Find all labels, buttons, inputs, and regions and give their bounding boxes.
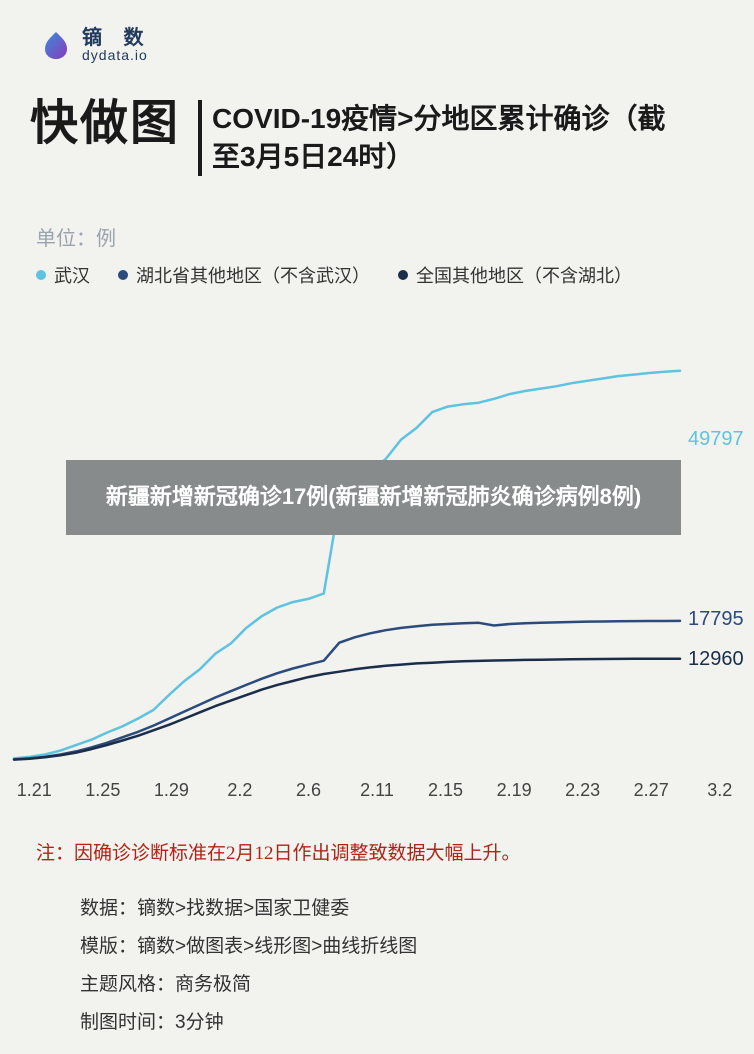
- title-block: 快做图 COVID-19疫情>分地区累计确诊（截至3月5日24时）: [30, 100, 692, 176]
- series-end-value: 12960: [688, 648, 744, 671]
- chart-svg: [0, 310, 754, 780]
- unit-value: 例: [96, 228, 116, 250]
- series-line: [14, 621, 680, 760]
- footnote: 注：因确诊诊断标准在2月12日作出调整致数据大幅上升。: [36, 838, 521, 865]
- overlay-text: 新疆新增新冠确诊17例(新疆新增新冠肺炎确诊病例8例): [106, 482, 641, 513]
- x-axis-label: 2.11: [343, 780, 412, 801]
- x-axis-label: 1.29: [137, 780, 206, 801]
- legend-label: 全国其他地区（不含湖北）: [416, 262, 632, 288]
- line-chart: [0, 310, 754, 780]
- legend-item: 武汉: [36, 262, 90, 288]
- logo-text-cn: 镝 数: [82, 28, 152, 48]
- legend-dot: [36, 270, 46, 280]
- legend: 武汉 湖北省其他地区（不含武汉） 全国其他地区（不含湖北）: [36, 262, 632, 288]
- title-right: COVID-19疫情>分地区累计确诊（截至3月5日24时）: [212, 100, 692, 176]
- unit-label: 单位：例: [36, 222, 116, 251]
- logo: 镝 数 dydata.io: [40, 28, 152, 62]
- legend-item: 全国其他地区（不含湖北）: [398, 262, 632, 288]
- series-end-value: 49797: [688, 428, 744, 451]
- logo-icon: [40, 29, 72, 61]
- meta-style: 主题风格：商务极简: [80, 966, 417, 1004]
- x-axis-label: 2.2: [206, 780, 275, 801]
- meta-time: 制图时间：3分钟: [80, 1004, 417, 1042]
- series-line: [14, 371, 680, 759]
- title-divider: [198, 100, 202, 176]
- x-axis-label: 2.23: [548, 780, 617, 801]
- legend-label: 武汉: [54, 262, 90, 288]
- x-axis: 1.211.251.292.22.62.112.152.192.232.273.…: [0, 780, 754, 801]
- series-line: [14, 659, 680, 760]
- meta-block: 数据：镝数>找数据>国家卫健委 模版：镝数>做图表>线形图>曲线折线图 主题风格…: [80, 890, 417, 1042]
- title-left: 快做图: [30, 100, 188, 176]
- x-axis-label: 2.27: [617, 780, 686, 801]
- legend-dot: [398, 270, 408, 280]
- x-axis-label: 3.2: [685, 780, 754, 801]
- meta-data: 数据：镝数>找数据>国家卫健委: [80, 890, 417, 928]
- meta-template: 模版：镝数>做图表>线形图>曲线折线图: [80, 928, 417, 966]
- series-end-value: 17795: [688, 608, 744, 631]
- unit-prefix: 单位：: [36, 228, 96, 250]
- legend-item: 湖北省其他地区（不含武汉）: [118, 262, 370, 288]
- x-axis-label: 1.25: [69, 780, 138, 801]
- overlay-banner: 新疆新增新冠确诊17例(新疆新增新冠肺炎确诊病例8例): [66, 460, 681, 535]
- logo-text-en: dydata.io: [82, 48, 152, 62]
- legend-dot: [118, 270, 128, 280]
- x-axis-label: 2.6: [274, 780, 343, 801]
- legend-label: 湖北省其他地区（不含武汉）: [136, 262, 370, 288]
- x-axis-label: 2.19: [480, 780, 549, 801]
- x-axis-label: 2.15: [411, 780, 480, 801]
- x-axis-label: 1.21: [0, 780, 69, 801]
